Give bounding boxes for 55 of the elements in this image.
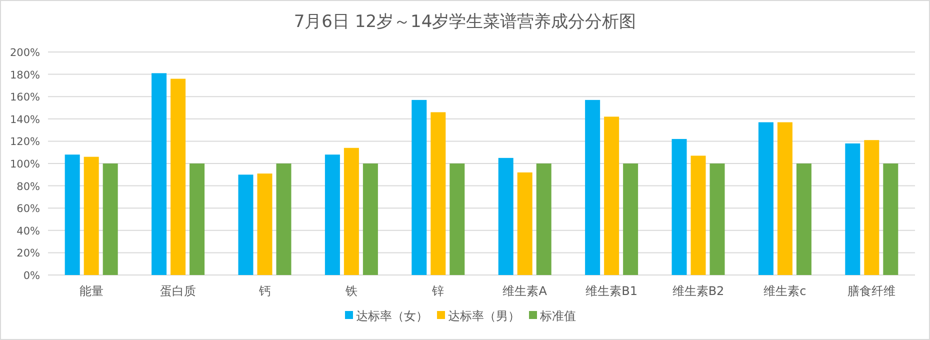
chart-title: 7月6日 12岁～14岁学生菜谱营养成分分析图 (294, 12, 636, 32)
x-tick-label: 膳食纤维 (848, 284, 896, 298)
y-tick-label: 20% (16, 248, 40, 260)
bar (710, 164, 725, 275)
bar (690, 156, 706, 275)
x-tick-label: 铁 (344, 284, 358, 298)
x-tick-label: 维生素B2 (672, 284, 724, 298)
bar (450, 164, 465, 275)
y-tick-label: 200% (10, 47, 40, 59)
bar (102, 164, 118, 275)
bar (777, 122, 792, 275)
x-tick-label: 蛋白质 (160, 284, 196, 298)
y-tick-label: 120% (10, 136, 40, 148)
bar (845, 143, 860, 275)
bar (536, 164, 552, 275)
bar (883, 164, 898, 275)
bar (430, 112, 446, 275)
x-tick-label: 锌 (431, 284, 444, 298)
x-tick-label: 维生素A (502, 284, 548, 298)
y-tick-label: 140% (10, 114, 40, 126)
bar (498, 158, 514, 275)
bar (758, 122, 774, 275)
bar (362, 164, 378, 275)
bar (238, 174, 254, 275)
bar (517, 172, 532, 275)
bar (84, 156, 99, 275)
bar (604, 116, 620, 275)
y-tick-label: 180% (10, 69, 40, 82)
x-tick-label: 维生素B1 (586, 284, 638, 298)
bar (623, 164, 638, 275)
bar (324, 154, 340, 275)
x-tick-label: 维生素c (764, 284, 806, 298)
bar (796, 164, 812, 275)
legend-label: 达标率（男） (448, 309, 520, 323)
x-tick-label: 钙 (258, 284, 271, 298)
bar (344, 148, 359, 275)
legend-label: 达标率（女） (356, 309, 428, 323)
bar (64, 154, 80, 275)
y-tick-label: 160% (10, 92, 40, 104)
bar (170, 78, 186, 275)
y-tick-label: 0% (23, 270, 40, 282)
x-tick-label: 能量 (79, 284, 104, 298)
y-tick-label: 80% (16, 180, 40, 193)
y-tick-label: 40% (16, 225, 40, 238)
bar (585, 100, 600, 275)
bar (412, 100, 427, 275)
legend-label: 标准值 (539, 309, 576, 323)
bar (152, 73, 167, 275)
bar (276, 164, 292, 275)
y-tick-label: 60% (16, 203, 40, 216)
bar (190, 164, 205, 275)
bar (864, 140, 880, 275)
bar (257, 174, 272, 275)
y-tick-label: 100% (10, 158, 40, 170)
bar (672, 138, 687, 275)
